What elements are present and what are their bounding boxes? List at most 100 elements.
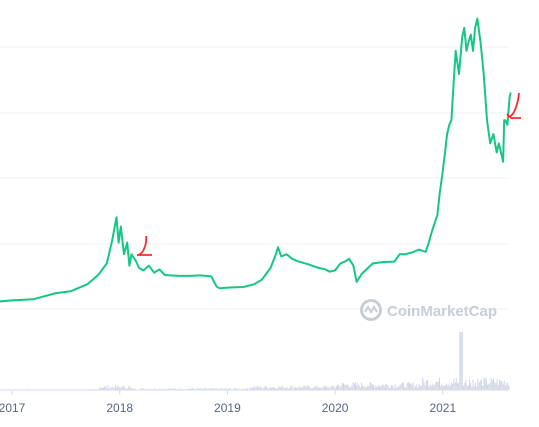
volume-bar <box>238 388 240 390</box>
volume-bar <box>197 388 199 390</box>
volume-bar <box>325 386 326 390</box>
volume-bar <box>260 385 262 390</box>
volume-bar <box>191 388 193 390</box>
volume-bar <box>100 387 102 390</box>
volume-bar <box>309 387 311 390</box>
volume-bar <box>109 388 110 390</box>
volume-bar <box>417 387 419 390</box>
volume-bar <box>227 388 229 390</box>
volume-bar <box>413 387 415 390</box>
volume-bar <box>471 386 473 390</box>
volume-bar <box>421 386 422 390</box>
volume-bar <box>419 385 421 390</box>
volume-bar <box>443 385 445 390</box>
volume-bar <box>263 387 265 390</box>
volume-bar <box>333 386 335 390</box>
volume-bar <box>116 387 118 390</box>
volume-bar <box>284 387 286 390</box>
volume-bar <box>388 387 390 390</box>
volume-bar <box>320 387 322 390</box>
volume-bar <box>317 387 319 390</box>
volume-bar <box>491 380 493 390</box>
volume-bar <box>287 388 289 390</box>
volume-bar <box>161 388 163 390</box>
volume-bar <box>423 381 425 390</box>
volume-bar <box>428 386 430 390</box>
volume-bar <box>502 383 504 390</box>
volume-bar <box>334 387 336 390</box>
volume-bar <box>295 387 296 390</box>
volume-bar <box>129 386 131 390</box>
volume-bar <box>98 388 100 390</box>
volume-bar <box>473 386 475 390</box>
volume-bar <box>290 386 292 390</box>
volume-bar <box>370 383 372 390</box>
volume-bar <box>371 384 373 390</box>
volume-bar <box>424 385 426 390</box>
volume-bar <box>409 382 410 390</box>
volume-bar <box>476 386 478 390</box>
volume-bar <box>323 386 325 390</box>
volume-bar <box>319 387 320 390</box>
volume-bar <box>302 386 304 390</box>
volume-bar <box>159 388 161 390</box>
volume-bar <box>467 385 469 390</box>
volume-bar <box>451 382 452 390</box>
volume-bar <box>200 388 202 390</box>
volume-bar <box>226 388 228 390</box>
volume-bar <box>416 384 418 390</box>
volume-bar <box>397 387 398 390</box>
volume-bar <box>361 382 362 390</box>
volume-bar <box>236 388 238 390</box>
volume-bar <box>268 388 270 390</box>
volume-bar <box>463 385 464 390</box>
volume-bar <box>506 382 508 390</box>
volume-bars <box>1 332 510 390</box>
volume-bar <box>128 386 130 390</box>
volume-bar <box>501 381 503 390</box>
volume-bar <box>507 383 509 390</box>
volume-bar <box>503 380 505 390</box>
volume-bar <box>389 388 391 390</box>
x-tick-label-2021: 2021 <box>429 401 456 415</box>
volume-bar <box>291 385 293 390</box>
x-tick-label-2020: 2020 <box>322 401 349 415</box>
volume-bar <box>214 388 216 390</box>
volume-bar <box>403 382 404 390</box>
volume-bar <box>206 388 208 390</box>
volume-bar <box>110 387 112 390</box>
volume-bar <box>123 385 125 390</box>
volume-bar <box>305 387 307 390</box>
volume-bar <box>493 378 494 390</box>
volume-bar <box>285 388 287 390</box>
volume-bar <box>313 388 314 390</box>
volume-bar <box>482 386 484 390</box>
annotations <box>137 92 521 256</box>
volume-bar <box>235 388 236 390</box>
volume-bar <box>259 387 260 390</box>
volume-bar <box>386 384 388 390</box>
volume-bar <box>465 379 467 390</box>
volume-bar <box>164 388 166 390</box>
volume-bar <box>381 384 383 390</box>
volume-bar <box>387 385 389 390</box>
volume-bar <box>304 385 306 390</box>
volume-bar <box>219 388 221 390</box>
volume-bar <box>107 385 109 390</box>
volume-bar <box>461 332 463 390</box>
volume-bar <box>213 388 215 390</box>
volume-bar <box>205 388 206 390</box>
volume-bar <box>485 377 487 390</box>
volume-bar <box>267 388 269 390</box>
volume-bar <box>431 383 433 390</box>
volume-bar <box>383 386 385 390</box>
volume-bar <box>328 386 330 390</box>
volume-bar <box>145 388 146 390</box>
volume-bar <box>316 385 318 390</box>
volume-bar <box>101 388 103 390</box>
volume-bar <box>188 388 190 390</box>
volume-bar <box>215 388 217 390</box>
volume-bar <box>415 386 416 390</box>
volume-bar <box>440 385 442 390</box>
price-line <box>0 17 512 303</box>
